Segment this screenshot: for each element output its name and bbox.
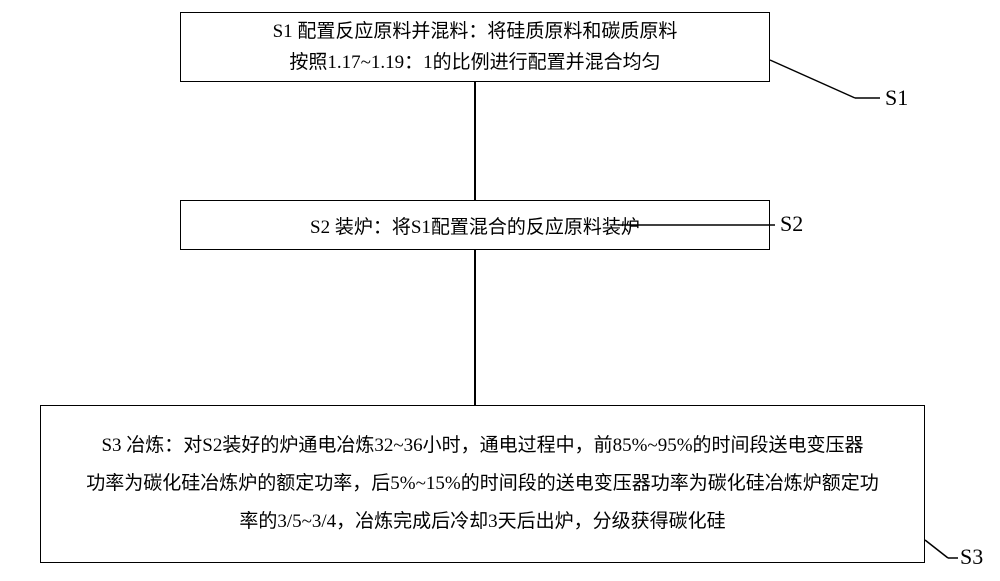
leader-s1-diag	[770, 60, 855, 98]
s1-line1: S1 配置反应原料并混料：将硅质原料和碳质原料	[273, 21, 678, 42]
s3-line3: 率的3/5~3/4，冶炼完成后冷却3天后出炉，分级获得碳化硅	[239, 511, 725, 532]
step-s2-box: S2 装炉：将S1配置混合的反应原料装炉	[180, 200, 770, 250]
step-s1-box: S1 配置反应原料并混料：将硅质原料和碳质原料 按照1.17~1.19：1的比例…	[180, 12, 770, 82]
label-s2: S2	[780, 211, 803, 237]
step-s3-box: S3 冶炼：对S2装好的炉通电冶炼32~36小时，通电过程中，前85%~95%的…	[40, 405, 925, 563]
edge-s2-s3	[474, 250, 476, 405]
step-s2-text: S2 装炉：将S1配置混合的反应原料装炉	[310, 212, 640, 239]
s3-line1: S3 冶炼：对S2装好的炉通电冶炼32~36小时，通电过程中，前85%~95%的…	[101, 435, 863, 456]
flowchart-container: { "layout": { "canvas_w": 1000, "canvas_…	[0, 0, 1000, 581]
s3-line2: 功率为碳化硅冶炼炉的额定功率，后5%~15%的时间段的送电变压器功率为碳化硅冶炼…	[86, 473, 878, 494]
edge-s1-s2	[474, 82, 476, 200]
step-s1-text: S1 配置反应原料并混料：将硅质原料和碳质原料 按照1.17~1.19：1的比例…	[273, 16, 678, 79]
label-s1: S1	[885, 85, 908, 111]
label-s3: S3	[960, 544, 983, 570]
s2-line1: S2 装炉：将S1配置混合的反应原料装炉	[310, 217, 640, 238]
step-s3-text: S3 冶炼：对S2装好的炉通电冶炼32~36小时，通电过程中，前85%~95%的…	[86, 427, 878, 541]
leader-s3-diag	[925, 540, 948, 558]
s1-line2: 按照1.17~1.19：1的比例进行配置并混合均匀	[289, 52, 660, 73]
